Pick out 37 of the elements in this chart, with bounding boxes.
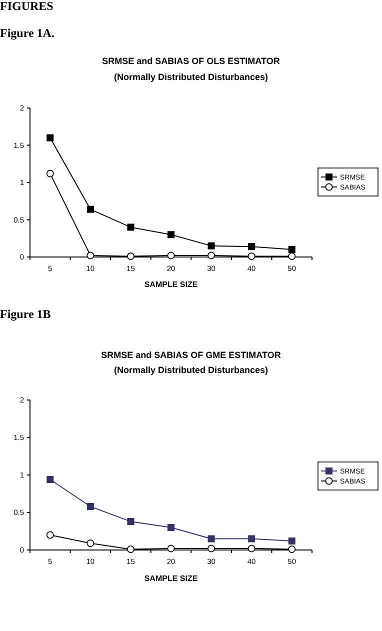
point — [127, 224, 134, 231]
point — [248, 535, 256, 542]
point — [168, 524, 174, 531]
point — [46, 170, 54, 178]
point — [86, 206, 94, 213]
point — [86, 252, 94, 260]
chart-subtitle: (Normally Distributed Disturbances) — [114, 365, 268, 375]
chart-subtitle: (Normally Distributed Disturbances) — [114, 72, 268, 82]
caption: Figure 1A. — [0, 26, 54, 40]
point — [288, 546, 296, 553]
point — [46, 476, 54, 483]
point — [208, 242, 215, 250]
point — [248, 252, 256, 260]
point — [208, 535, 215, 542]
point — [126, 252, 134, 260]
point — [86, 503, 94, 510]
point — [288, 246, 296, 254]
point — [167, 252, 175, 260]
x-axis-title: SAMPLE SIZE — [144, 574, 198, 583]
point — [288, 252, 296, 260]
point — [127, 518, 134, 525]
chart-title: SRMSE and SABIAS OF GME ESTIMATOR — [101, 350, 282, 360]
point — [126, 546, 134, 553]
point — [167, 544, 175, 552]
point — [46, 134, 54, 142]
chart-title: SRMSE and SABIAS OF OLS ESTIMATOR — [102, 56, 280, 66]
point — [208, 252, 216, 260]
point — [248, 243, 256, 250]
point — [168, 231, 174, 238]
x-axis-title: SAMPLE SIZE — [144, 280, 198, 289]
caption: Figure 1B — [0, 307, 51, 321]
point — [288, 538, 296, 544]
point — [86, 540, 94, 547]
text: FIGURES — [0, 0, 54, 13]
point — [248, 544, 256, 552]
point — [46, 531, 54, 539]
point — [208, 544, 216, 552]
